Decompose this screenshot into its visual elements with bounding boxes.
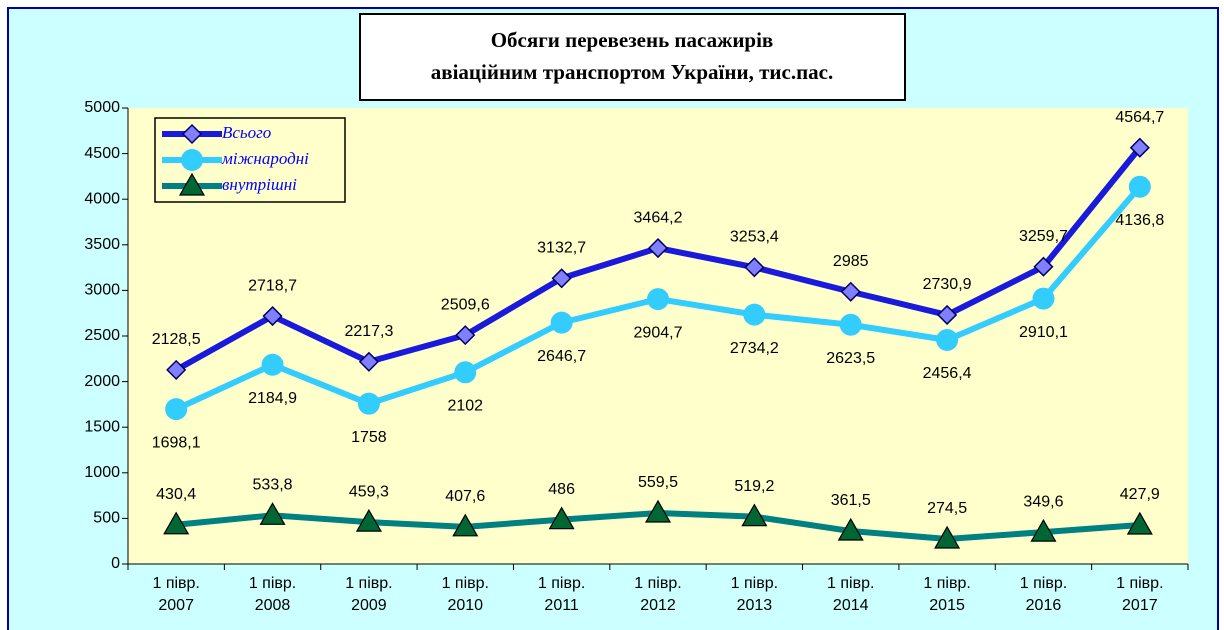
data-label: 4136,8 xyxy=(1115,212,1164,229)
x-tick-label: 1 півр. 2008 xyxy=(249,575,296,614)
y-tick-label: 3500 xyxy=(84,236,120,253)
y-tick-label: 5000 xyxy=(84,99,120,116)
y-tick-label: 500 xyxy=(93,510,120,527)
marker xyxy=(1128,175,1151,198)
data-label: 459,3 xyxy=(349,483,389,500)
x-tick-label: 1 півр. 2014 xyxy=(827,575,874,614)
marker xyxy=(454,361,477,384)
legend-label: міжнародні xyxy=(221,149,309,168)
marker xyxy=(166,359,187,380)
marker xyxy=(181,123,203,145)
data-label: 2128,5 xyxy=(152,331,201,348)
data-label: 533,8 xyxy=(253,477,293,494)
marker xyxy=(1030,518,1057,542)
y-tick-label: 3000 xyxy=(84,282,120,299)
marker xyxy=(840,281,861,302)
y-tick-label: 1000 xyxy=(84,464,120,481)
y-tick-label: 2500 xyxy=(84,327,120,344)
x-tick-label: 1 півр. 2009 xyxy=(345,575,392,614)
x-tick-label: 1 півр. 2007 xyxy=(152,575,199,614)
marker xyxy=(744,257,765,278)
data-label: 2509,6 xyxy=(441,296,490,313)
data-label: 361,5 xyxy=(831,492,871,509)
data-label: 559,5 xyxy=(638,474,678,491)
data-label: 274,5 xyxy=(927,500,967,517)
data-label: 430,4 xyxy=(156,486,196,503)
data-label: 4564,7 xyxy=(1115,109,1164,126)
x-tick-label: 1 півр. 2011 xyxy=(538,575,585,614)
data-label: 2456,4 xyxy=(923,365,972,382)
marker xyxy=(550,311,573,334)
data-label: 2985 xyxy=(833,253,869,270)
marker xyxy=(181,149,203,171)
marker xyxy=(455,325,476,346)
chart-title: Обсяги перевезень пасажирів xyxy=(491,28,774,52)
title-box xyxy=(359,13,906,101)
marker xyxy=(355,508,382,532)
data-label: 427,9 xyxy=(1120,486,1160,503)
marker xyxy=(937,304,958,326)
marker xyxy=(647,238,669,259)
marker xyxy=(165,398,188,421)
data-label: 3132,7 xyxy=(537,240,586,257)
data-label: 2102 xyxy=(447,398,483,415)
data-label: 1698,1 xyxy=(152,434,201,451)
marker xyxy=(163,511,190,535)
data-label: 2734,2 xyxy=(730,340,779,357)
marker xyxy=(1032,287,1055,310)
x-tick-label: 1 півр. 2017 xyxy=(1116,575,1163,614)
data-label: 3259,7 xyxy=(1019,228,1068,245)
marker xyxy=(644,499,672,523)
data-label: 2730,9 xyxy=(923,276,972,293)
x-tick-label: 1 півр. 2016 xyxy=(1020,575,1067,614)
marker xyxy=(262,305,283,327)
data-label: 2217,3 xyxy=(344,323,393,340)
marker xyxy=(452,513,479,537)
data-label: 2646,7 xyxy=(537,348,586,365)
marker xyxy=(178,172,206,196)
data-label: 1758 xyxy=(351,429,387,446)
legend-label: Всього xyxy=(222,123,271,142)
data-label: 3253,4 xyxy=(730,229,779,246)
marker xyxy=(741,503,768,527)
data-label: 2184,9 xyxy=(248,390,297,407)
y-tick-label: 2000 xyxy=(84,373,120,390)
data-label: 2910,1 xyxy=(1019,324,1068,341)
data-label: 407,6 xyxy=(445,488,485,505)
marker xyxy=(357,392,380,415)
marker xyxy=(259,502,286,525)
data-label: 2623,5 xyxy=(826,350,875,367)
data-label: 2718,7 xyxy=(248,277,297,294)
data-label: 519,2 xyxy=(734,478,774,495)
marker xyxy=(1033,256,1054,277)
marker xyxy=(934,525,961,549)
marker xyxy=(548,506,575,530)
chart-title: авіаційним транспортом України, тис.пас. xyxy=(431,60,834,84)
marker xyxy=(839,313,862,336)
marker xyxy=(647,288,669,311)
marker xyxy=(1129,137,1150,158)
y-tick-label: 1500 xyxy=(84,418,120,435)
marker xyxy=(837,517,864,541)
x-tick-label: 1 півр. 2012 xyxy=(634,575,681,614)
x-tick-label: 1 півр. 2015 xyxy=(923,575,970,614)
data-label: 486 xyxy=(548,481,575,498)
marker xyxy=(261,353,284,376)
y-tick-label: 4000 xyxy=(84,190,120,207)
x-tick-label: 1 півр. 2013 xyxy=(731,575,778,614)
x-tick-label: 1 півр. 2010 xyxy=(442,575,489,614)
data-label: 3464,2 xyxy=(634,209,683,226)
legend-label: внутрішні xyxy=(222,175,297,194)
data-label: 2904,7 xyxy=(634,324,683,341)
y-tick-label: 0 xyxy=(111,555,120,572)
data-label: 349,6 xyxy=(1023,493,1063,510)
marker xyxy=(743,303,766,326)
marker xyxy=(358,351,379,372)
marker xyxy=(1126,511,1153,535)
marker xyxy=(936,328,959,351)
y-tick-label: 4500 xyxy=(84,145,120,162)
marker xyxy=(551,268,572,289)
